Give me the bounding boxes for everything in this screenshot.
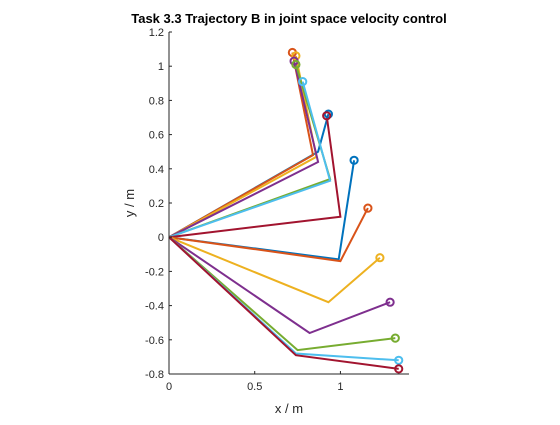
chart-title: Task 3.3 Trajectory B in joint space vel… [131, 11, 446, 26]
end-effector-marker [298, 77, 308, 87]
arm-pose-line [168, 236, 396, 352]
y-tick-label: 0 [158, 232, 164, 244]
end-effector-marker [375, 253, 385, 263]
end-effector-marker [394, 355, 404, 365]
y-tick-label: 1 [158, 61, 164, 73]
x-tick-label: 0 [166, 381, 172, 393]
end-effector-marker [390, 333, 400, 343]
x-axis-label: x / m [275, 401, 303, 416]
arm-pose-line [168, 236, 399, 370]
end-effector-marker [322, 111, 332, 121]
y-tick-label: 1.2 [149, 27, 164, 39]
x-tick-label: 1 [337, 381, 343, 393]
end-effector-marker [291, 51, 301, 61]
y-tick-label: 0.8 [149, 95, 164, 107]
arm-pose-line [168, 115, 342, 239]
y-tick-label: -0.4 [145, 301, 164, 313]
end-effector-marker [394, 364, 404, 374]
plot-area [169, 32, 409, 374]
x-ticks: 0 0.5 1 [166, 371, 343, 393]
x-tick-label: 0.5 [247, 381, 262, 393]
arm-poses [168, 52, 399, 370]
end-effector-markers [287, 47, 404, 374]
y-ticks: -0.8 -0.6 -0.4 -0.2 0 0.2 0.4 0.6 0.8 1 1.2 [145, 27, 172, 381]
arm-pose-line [168, 236, 381, 304]
y-tick-label: -0.6 [145, 335, 164, 347]
arm-pose-line [168, 60, 320, 239]
y-tick-label: 0.2 [149, 198, 164, 210]
y-tick-label: -0.2 [145, 266, 164, 278]
end-effector-marker [385, 297, 395, 307]
y-tick-label: 0.4 [149, 164, 164, 176]
arm-pose-line [168, 207, 369, 263]
end-effector-marker [323, 109, 333, 119]
end-effector-marker [349, 155, 359, 165]
y-tick-label: 0.6 [149, 130, 164, 142]
arm-pose-line [168, 81, 332, 239]
end-effector-marker [363, 203, 373, 213]
end-effector-marker [291, 59, 301, 70]
arm-pose-line [168, 236, 391, 335]
y-tick-label: -0.8 [145, 369, 164, 381]
y-axis-label: y / m [122, 189, 137, 217]
